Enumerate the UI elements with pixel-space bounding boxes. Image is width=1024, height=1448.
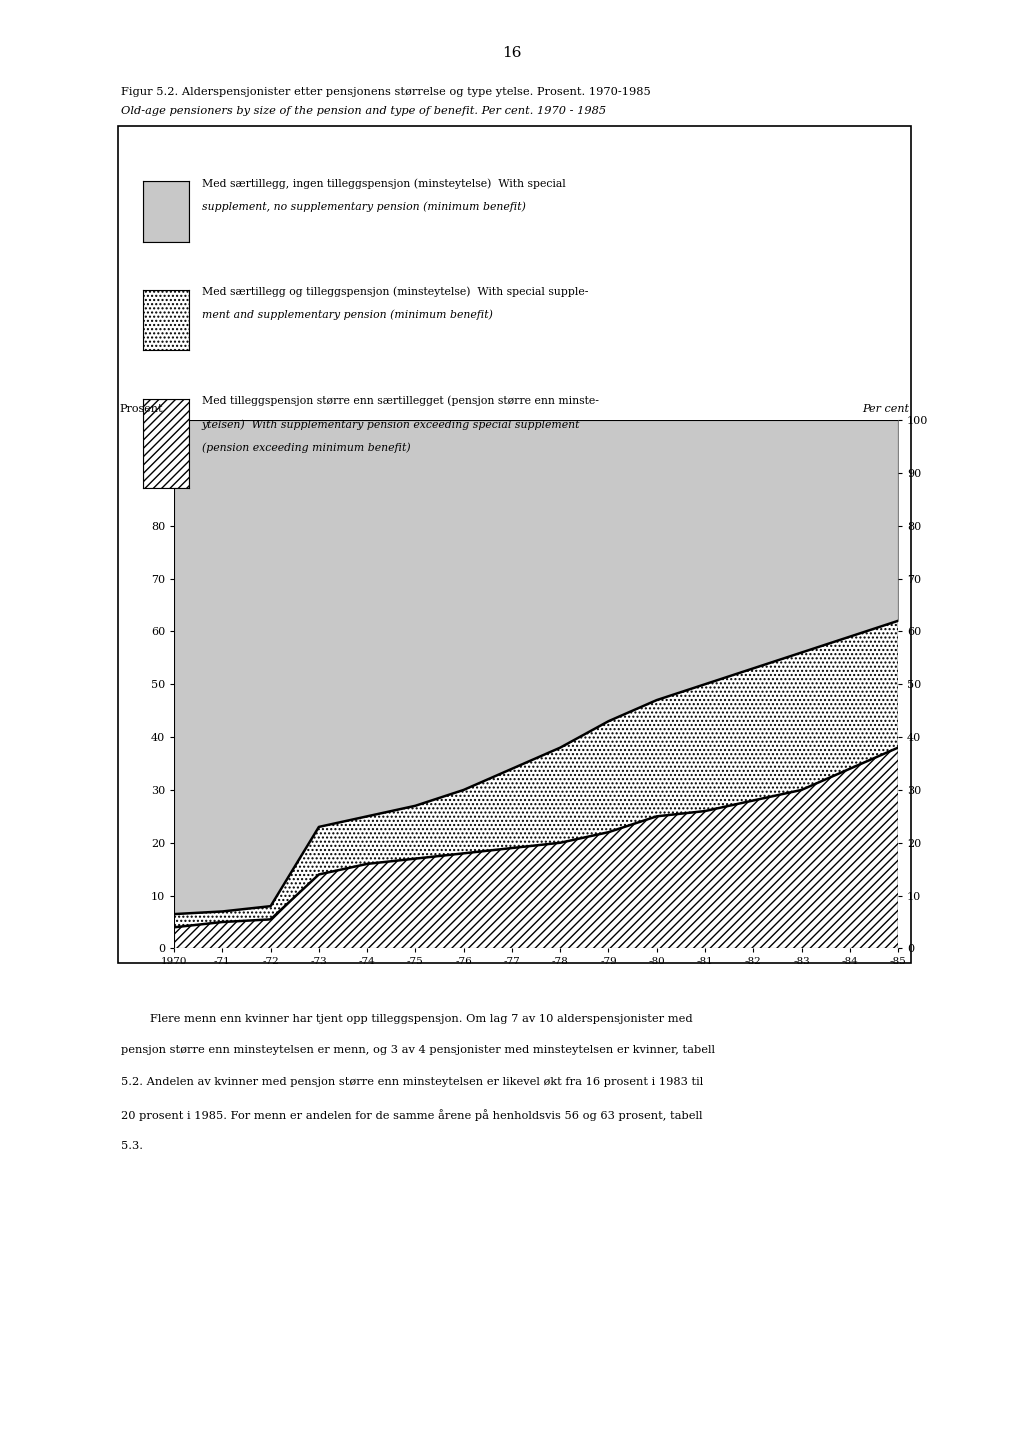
Text: Med særtillegg og tilleggspensjon (minsteytelse)  With special supple-: Med særtillegg og tilleggspensjon (minst… [202, 287, 588, 297]
Text: 5.2. Andelen av kvinner med pensjon større enn minsteytelsen er likevel økt fra : 5.2. Andelen av kvinner med pensjon stør… [121, 1077, 703, 1087]
Text: Per cent: Per cent [862, 404, 909, 414]
Text: supplement, no supplementary pension (minimum benefit): supplement, no supplementary pension (mi… [202, 201, 525, 211]
Text: Med særtillegg, ingen tilleggspensjon (minsteytelse)  With special: Med særtillegg, ingen tilleggspensjon (m… [202, 178, 565, 188]
Text: 5.3.: 5.3. [121, 1141, 142, 1151]
Text: pensjon større enn minsteytelsen er menn, og 3 av 4 pensjonister med minsteytels: pensjon større enn minsteytelsen er menn… [121, 1045, 715, 1056]
Text: Med tilleggspensjon større enn særtillegget (pensjon større enn minste-: Med tilleggspensjon større enn særtilleg… [202, 395, 599, 407]
Text: 16: 16 [502, 46, 522, 61]
Text: ment and supplementary pension (minimum benefit): ment and supplementary pension (minimum … [202, 310, 493, 320]
Text: Flere menn enn kvinner har tjent opp tilleggspensjon. Om lag 7 av 10 alderspensj: Flere menn enn kvinner har tjent opp til… [121, 1014, 692, 1024]
Text: Prosent: Prosent [120, 404, 163, 414]
Text: ytelsen)  With supplementary pension exceeding special supplement: ytelsen) With supplementary pension exce… [202, 418, 581, 430]
Text: Figur 5.2. Alderspensjonister etter pensjonens størrelse og type ytelse. Prosent: Figur 5.2. Alderspensjonister etter pens… [121, 87, 650, 97]
Text: Old-age pensioners by size of the pension and type of benefit. Per cent. 1970 - : Old-age pensioners by size of the pensio… [121, 106, 606, 116]
Text: (pension exceeding minimum benefit): (pension exceeding minimum benefit) [202, 442, 411, 453]
Text: 20 prosent i 1985. For menn er andelen for de samme årene på henholdsvis 56 og 6: 20 prosent i 1985. For menn er andelen f… [121, 1109, 702, 1121]
